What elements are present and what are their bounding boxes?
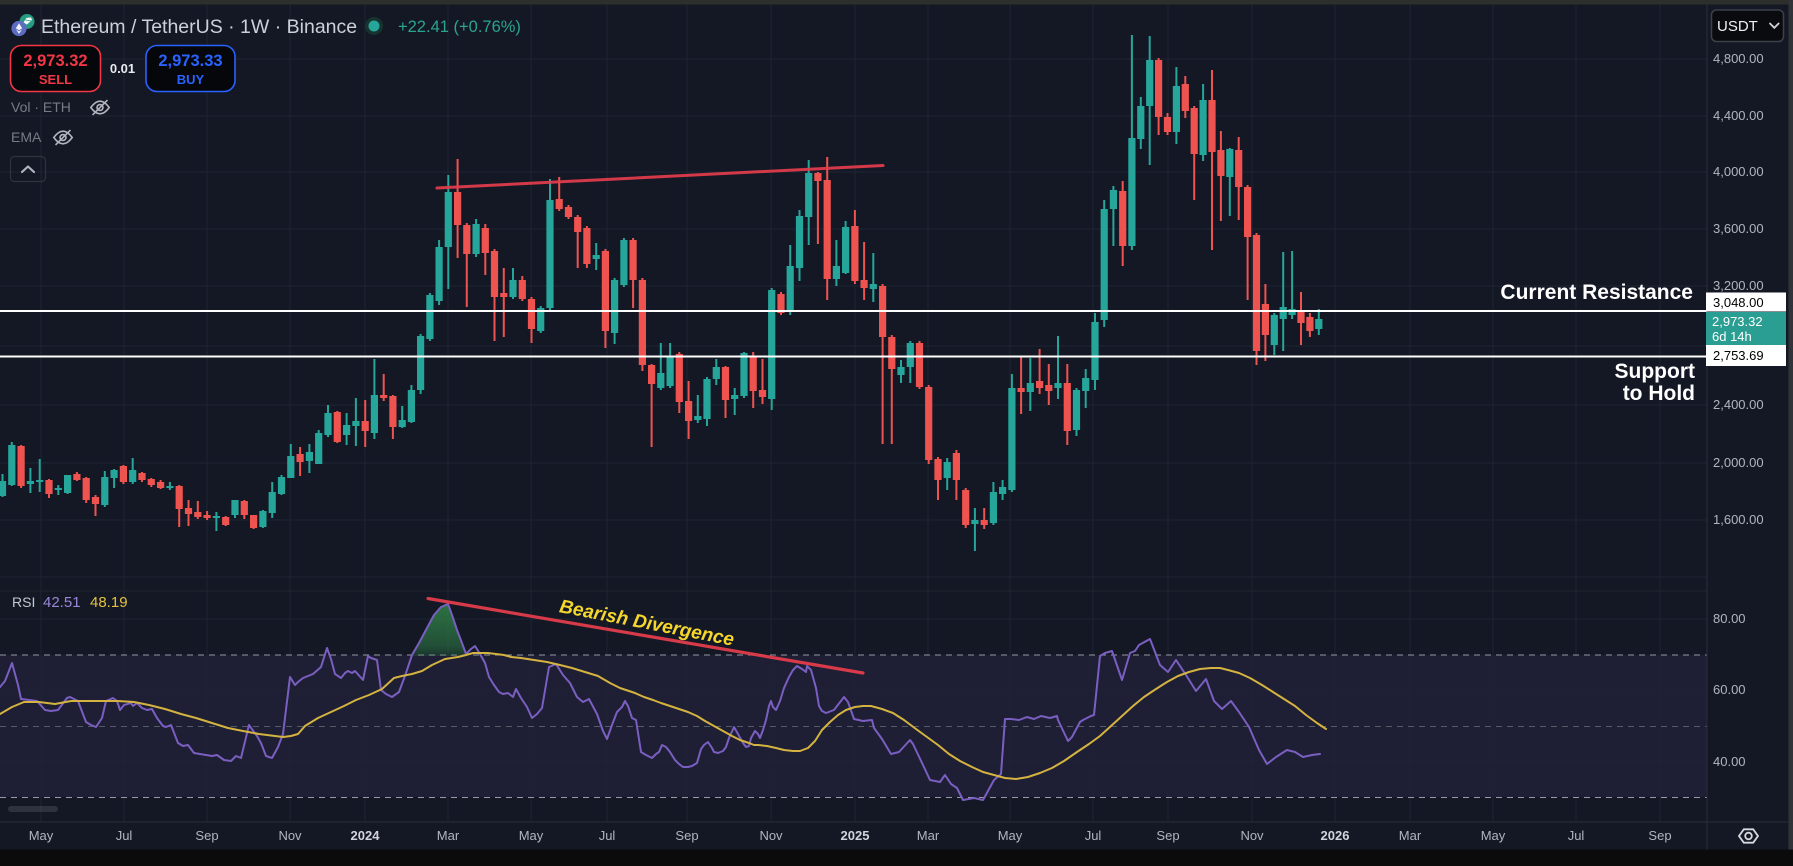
- svg-text:Ethereum / TetherUS · 1W · Bin: Ethereum / TetherUS · 1W · Binance: [41, 16, 357, 38]
- svg-text:4,800.00: 4,800.00: [1713, 51, 1764, 66]
- svg-text:May: May: [998, 828, 1023, 843]
- svg-text:Current Resistance: Current Resistance: [1500, 281, 1693, 304]
- svg-text:Jul: Jul: [1085, 828, 1102, 843]
- svg-text:Support: Support: [1615, 360, 1695, 383]
- svg-text:48.19: 48.19: [90, 594, 128, 611]
- svg-text:80.00: 80.00: [1713, 611, 1746, 626]
- svg-text:Jul: Jul: [599, 828, 616, 843]
- svg-text:+22.41 (+0.76%): +22.41 (+0.76%): [398, 18, 521, 36]
- svg-text:2026: 2026: [1321, 828, 1350, 843]
- svg-text:0.01: 0.01: [110, 61, 135, 76]
- svg-text:60.00: 60.00: [1713, 682, 1746, 697]
- svg-text:4,000.00: 4,000.00: [1713, 164, 1764, 179]
- svg-text:RSI: RSI: [12, 594, 35, 610]
- svg-text:2,000.00: 2,000.00: [1713, 455, 1764, 470]
- svg-text:May: May: [519, 828, 544, 843]
- svg-text:3,200.00: 3,200.00: [1713, 278, 1764, 293]
- svg-text:May: May: [29, 828, 54, 843]
- svg-text:BUY: BUY: [177, 72, 205, 87]
- svg-text:Mar: Mar: [1399, 828, 1422, 843]
- svg-text:Sep: Sep: [1648, 828, 1671, 843]
- svg-text:Jul: Jul: [1568, 828, 1585, 843]
- svg-text:2,973.32: 2,973.32: [23, 52, 87, 70]
- svg-text:Nov: Nov: [759, 828, 783, 843]
- svg-text:42.51: 42.51: [43, 594, 81, 611]
- svg-text:USDT: USDT: [1717, 18, 1758, 35]
- svg-text:Sep: Sep: [1156, 828, 1179, 843]
- svg-text:4,400.00: 4,400.00: [1713, 108, 1764, 123]
- svg-text:Nov: Nov: [1240, 828, 1264, 843]
- svg-text:to Hold: to Hold: [1623, 382, 1695, 405]
- svg-text:Sep: Sep: [675, 828, 698, 843]
- svg-text:3,600.00: 3,600.00: [1713, 221, 1764, 236]
- svg-text:Jul: Jul: [116, 828, 133, 843]
- svg-text:Vol · ETH: Vol · ETH: [11, 99, 71, 115]
- svg-text:Sep: Sep: [195, 828, 218, 843]
- svg-text:Mar: Mar: [437, 828, 460, 843]
- svg-text:Nov: Nov: [278, 828, 302, 843]
- svg-text:3,048.00: 3,048.00: [1713, 295, 1764, 310]
- svg-text:1,600.00: 1,600.00: [1713, 512, 1764, 527]
- svg-text:2,973.32: 2,973.32: [1712, 314, 1763, 329]
- svg-text:2024: 2024: [351, 828, 381, 843]
- svg-text:SELL: SELL: [39, 72, 72, 87]
- svg-text:Mar: Mar: [917, 828, 940, 843]
- svg-text:May: May: [1481, 828, 1506, 843]
- svg-text:2,400.00: 2,400.00: [1713, 397, 1764, 412]
- svg-text:EMA: EMA: [11, 129, 42, 145]
- svg-text:40.00: 40.00: [1713, 754, 1746, 769]
- svg-text:2,753.69: 2,753.69: [1713, 348, 1764, 363]
- svg-text:6d 14h: 6d 14h: [1712, 329, 1752, 344]
- svg-text:2025: 2025: [841, 828, 870, 843]
- svg-text:2,973.33: 2,973.33: [158, 52, 222, 70]
